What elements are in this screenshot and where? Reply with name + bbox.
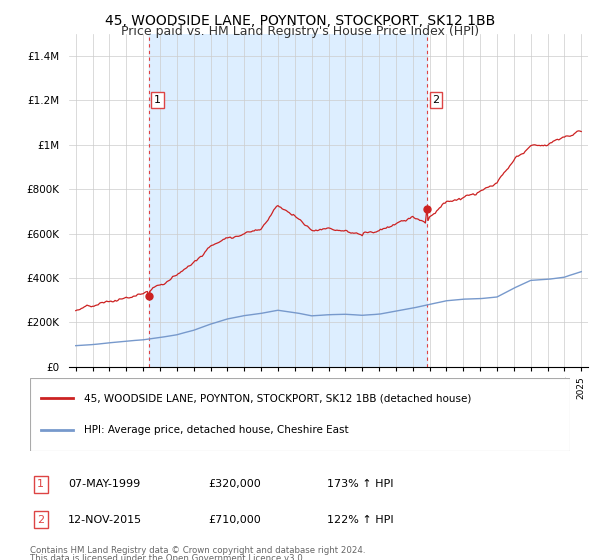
Text: 12-NOV-2015: 12-NOV-2015 — [68, 515, 142, 525]
Text: 45, WOODSIDE LANE, POYNTON, STOCKPORT, SK12 1BB: 45, WOODSIDE LANE, POYNTON, STOCKPORT, S… — [105, 14, 495, 28]
FancyBboxPatch shape — [30, 378, 570, 451]
Text: Price paid vs. HM Land Registry's House Price Index (HPI): Price paid vs. HM Land Registry's House … — [121, 25, 479, 38]
Text: Contains HM Land Registry data © Crown copyright and database right 2024.: Contains HM Land Registry data © Crown c… — [30, 546, 365, 555]
Text: 07-MAY-1999: 07-MAY-1999 — [68, 479, 140, 489]
Text: 1: 1 — [154, 95, 161, 105]
Text: 1: 1 — [37, 479, 44, 489]
Text: 2: 2 — [433, 95, 440, 105]
Text: 2: 2 — [37, 515, 44, 525]
Text: 122% ↑ HPI: 122% ↑ HPI — [327, 515, 394, 525]
Text: 45, WOODSIDE LANE, POYNTON, STOCKPORT, SK12 1BB (detached house): 45, WOODSIDE LANE, POYNTON, STOCKPORT, S… — [84, 393, 472, 403]
Text: HPI: Average price, detached house, Cheshire East: HPI: Average price, detached house, Ches… — [84, 426, 349, 436]
Text: £710,000: £710,000 — [208, 515, 261, 525]
Bar — [149, 34, 427, 367]
Text: £320,000: £320,000 — [208, 479, 261, 489]
Text: This data is licensed under the Open Government Licence v3.0.: This data is licensed under the Open Gov… — [30, 554, 305, 560]
Text: 173% ↑ HPI: 173% ↑ HPI — [327, 479, 394, 489]
